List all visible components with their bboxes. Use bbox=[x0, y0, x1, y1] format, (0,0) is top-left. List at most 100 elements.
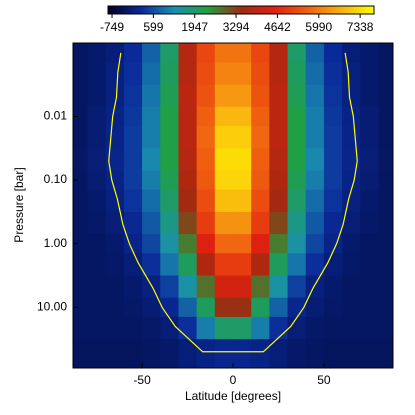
contour-cell bbox=[160, 339, 179, 369]
contour-cell bbox=[73, 106, 89, 127]
colorbar-tick-label: 1947 bbox=[181, 20, 208, 34]
contour-cell bbox=[305, 189, 325, 213]
contour-cell bbox=[378, 253, 394, 276]
contour-cell bbox=[73, 170, 89, 191]
contour-cell bbox=[269, 339, 289, 369]
contour-cell bbox=[360, 339, 379, 369]
contour-cell bbox=[342, 297, 361, 318]
contour-cell bbox=[378, 43, 394, 63]
contour-cell bbox=[214, 339, 234, 369]
contour-cell bbox=[178, 126, 198, 149]
x-axis-label: Latitude [degrees] bbox=[185, 389, 281, 403]
contour-cell bbox=[342, 339, 361, 369]
contour-cell bbox=[73, 189, 89, 213]
contour-cell bbox=[323, 189, 343, 213]
contour-cell bbox=[214, 106, 234, 127]
contour-cell bbox=[214, 211, 234, 235]
contour-cell bbox=[73, 84, 89, 108]
contour-cell bbox=[178, 148, 198, 172]
contour-cell bbox=[360, 316, 379, 340]
contour-cell bbox=[105, 126, 125, 149]
contour-cell bbox=[196, 148, 216, 172]
contour-cell bbox=[105, 148, 125, 172]
contour-cell bbox=[251, 234, 270, 254]
contour-cell bbox=[360, 170, 379, 191]
contour-cell bbox=[178, 253, 198, 276]
contour-cell bbox=[160, 275, 179, 299]
contour-cell bbox=[360, 148, 379, 172]
contour-cell bbox=[214, 148, 234, 172]
contour-cell bbox=[160, 84, 179, 108]
contour-cell bbox=[214, 43, 234, 63]
x-tick-label: 0 bbox=[230, 373, 237, 387]
colorbar bbox=[107, 5, 375, 15]
contour-cell bbox=[305, 148, 325, 172]
contour-cell bbox=[378, 234, 394, 254]
contour-cell bbox=[123, 275, 143, 299]
contour-cell bbox=[287, 62, 307, 86]
contour-cell bbox=[73, 339, 89, 369]
contour-cell bbox=[87, 170, 107, 191]
contour-cell bbox=[287, 43, 307, 63]
contour-cell bbox=[105, 43, 125, 63]
contour-cell bbox=[378, 84, 394, 108]
contour-cell bbox=[105, 106, 125, 127]
contour-cell bbox=[360, 62, 379, 86]
contour-cell bbox=[251, 148, 270, 172]
contour-cell bbox=[323, 297, 343, 318]
contour-cell bbox=[251, 84, 270, 108]
contour-cell bbox=[233, 253, 252, 276]
contour-cell bbox=[160, 126, 179, 149]
contour-cell bbox=[105, 234, 125, 254]
contour-cell bbox=[178, 297, 198, 318]
contour-cell bbox=[269, 170, 289, 191]
contour-cell bbox=[160, 148, 179, 172]
contour-cell bbox=[251, 126, 270, 149]
contour-cell bbox=[305, 211, 325, 235]
contour-cell bbox=[196, 275, 216, 299]
contour-cell bbox=[360, 126, 379, 149]
contour-cell bbox=[73, 211, 89, 235]
contour-cell bbox=[123, 126, 143, 149]
contour-cell bbox=[360, 234, 379, 254]
x-tick-label: 50 bbox=[317, 373, 331, 387]
contour-cell bbox=[287, 84, 307, 108]
contour-cell bbox=[87, 275, 107, 299]
contour-cell bbox=[378, 148, 394, 172]
contour-cell bbox=[123, 84, 143, 108]
contour-cell bbox=[342, 62, 361, 86]
contour-cell bbox=[323, 106, 343, 127]
contour-cell bbox=[123, 297, 143, 318]
contour-cell bbox=[251, 62, 270, 86]
contour-cell bbox=[178, 84, 198, 108]
contour-cell bbox=[342, 170, 361, 191]
contour-cell bbox=[233, 297, 252, 318]
contour-cell bbox=[269, 275, 289, 299]
contour-cell bbox=[87, 189, 107, 213]
contour-cell bbox=[269, 106, 289, 127]
contour-cell bbox=[87, 43, 107, 63]
contour-cell bbox=[196, 253, 216, 276]
contour-cell bbox=[160, 316, 179, 340]
contour-cell bbox=[87, 234, 107, 254]
contour-cell bbox=[360, 84, 379, 108]
contour-cell bbox=[123, 62, 143, 86]
contour-cell bbox=[73, 253, 89, 276]
contour-cell bbox=[251, 170, 270, 191]
contour-cell bbox=[105, 339, 125, 369]
contour-cell bbox=[251, 316, 270, 340]
contour-cell bbox=[323, 148, 343, 172]
contour-cell bbox=[214, 84, 234, 108]
contour-cell bbox=[87, 297, 107, 318]
contour-cell bbox=[233, 234, 252, 254]
colorbar-tick-label: 7338 bbox=[347, 20, 374, 34]
contour-cell bbox=[251, 189, 270, 213]
contour-cell bbox=[233, 316, 252, 340]
contour-cell bbox=[105, 170, 125, 191]
contour-cell bbox=[269, 148, 289, 172]
contour-cell bbox=[287, 106, 307, 127]
contour-cell bbox=[73, 62, 89, 86]
contour-cell bbox=[87, 316, 107, 340]
contour-cell bbox=[123, 148, 143, 172]
